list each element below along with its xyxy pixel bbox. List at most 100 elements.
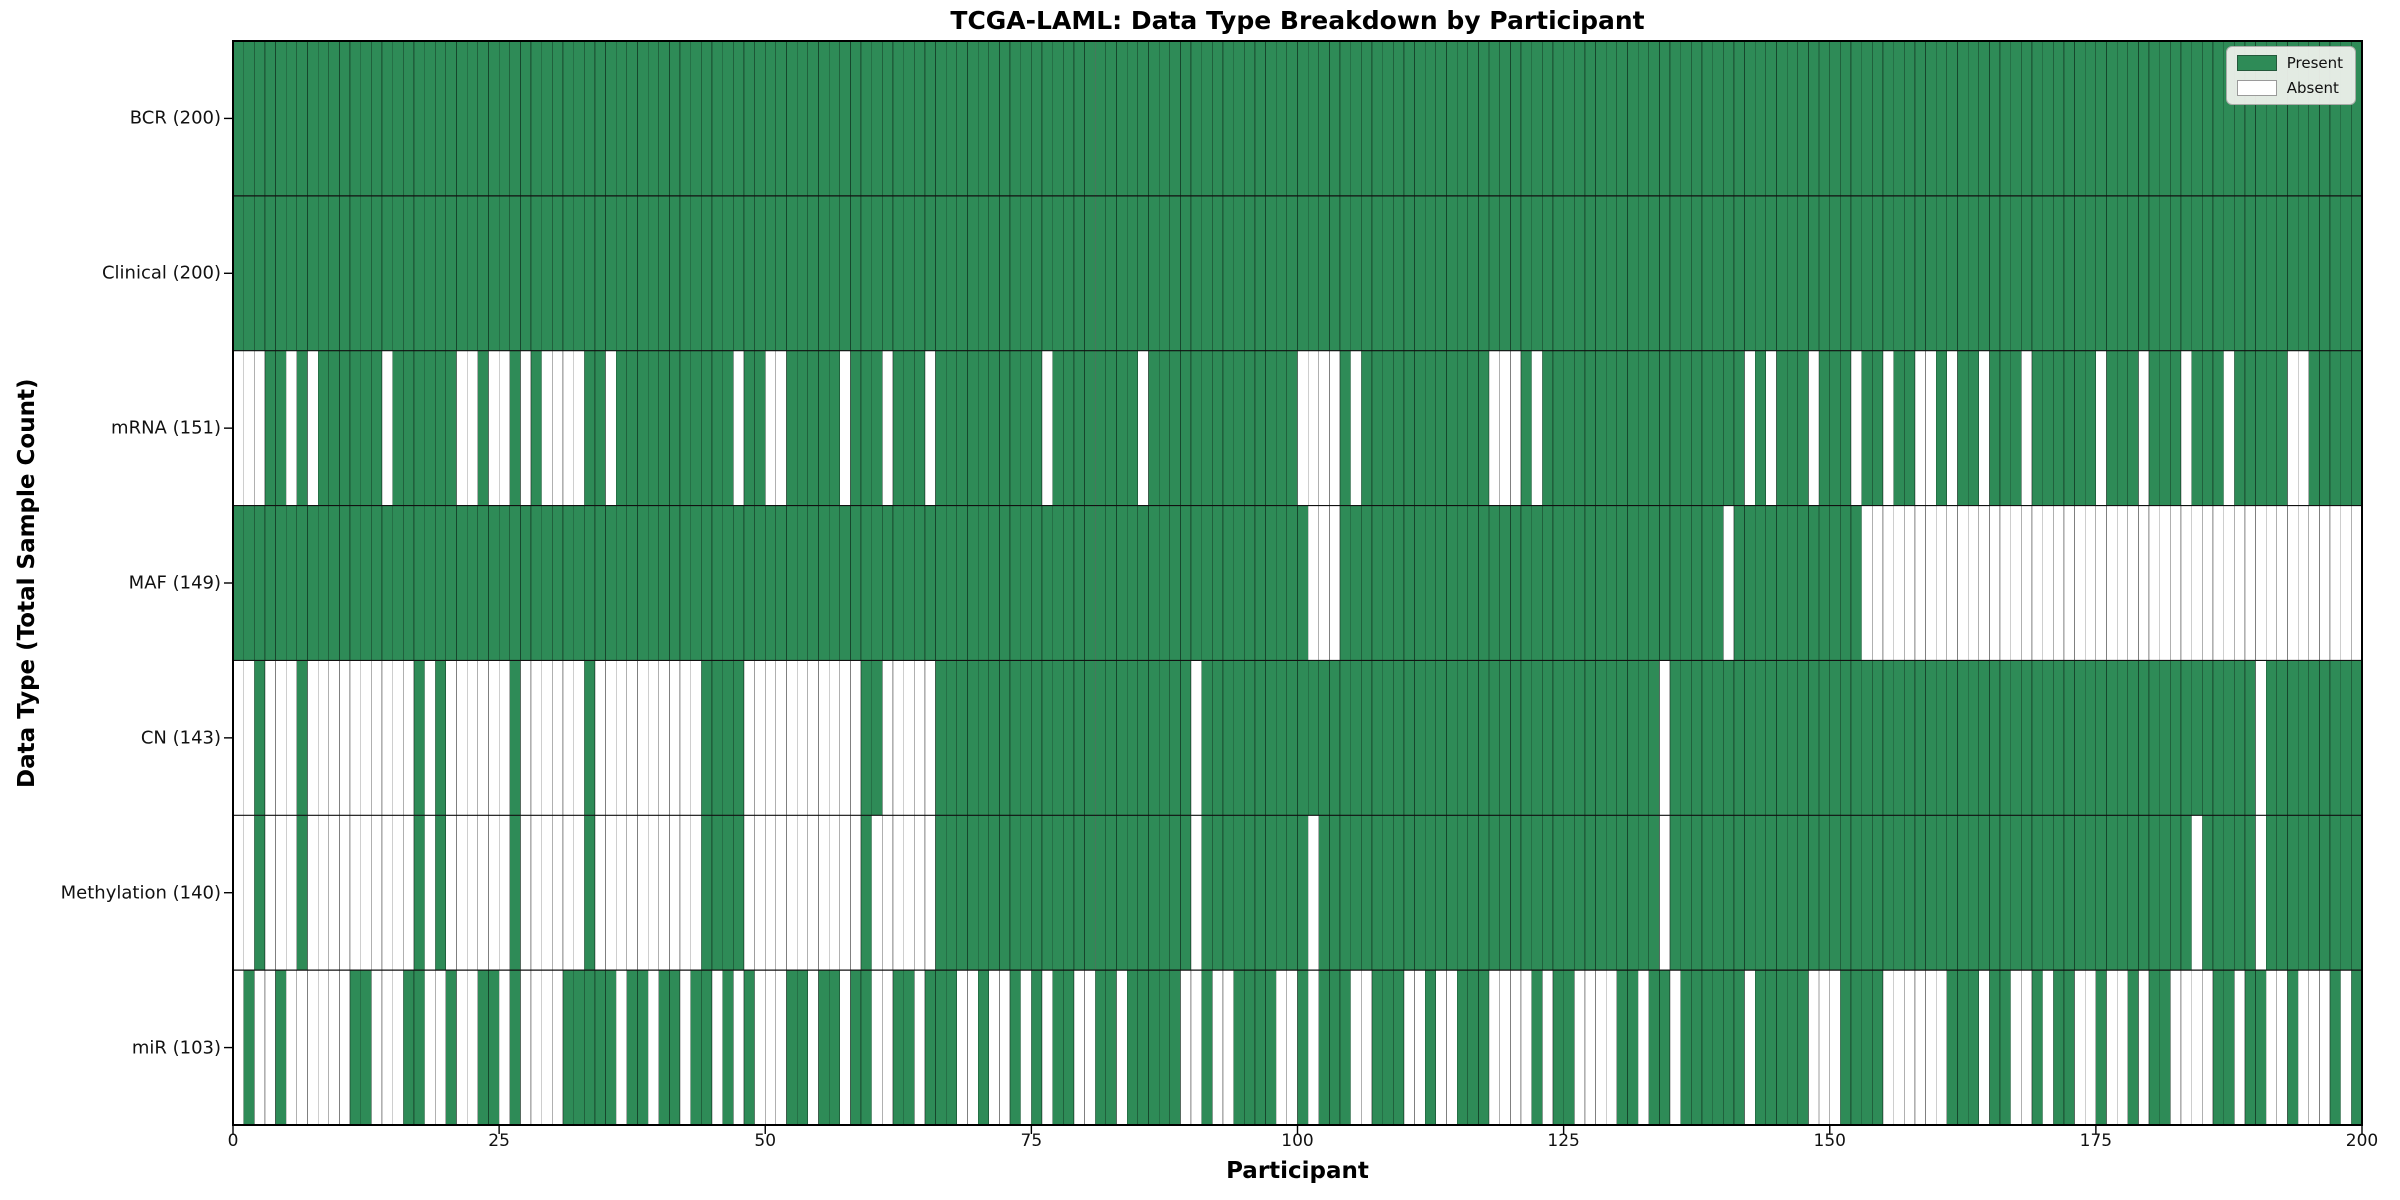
cell — [573, 969, 585, 1126]
cell — [381, 969, 394, 1126]
cell — [530, 40, 543, 197]
cell — [1339, 195, 1352, 352]
cell — [1361, 195, 1373, 352]
cell — [307, 660, 319, 816]
cell — [264, 505, 276, 661]
cell — [1424, 969, 1437, 1126]
heatmap-row-MAF — [232, 505, 2363, 661]
cell — [2010, 969, 2022, 1126]
cell — [1275, 40, 1288, 197]
cell — [1925, 505, 1937, 661]
cell — [2212, 660, 2224, 816]
cell — [1595, 350, 1607, 506]
cell — [1978, 350, 1990, 506]
cell — [2010, 350, 2022, 506]
cell — [2287, 505, 2299, 661]
cell — [1286, 195, 1298, 352]
cell — [1265, 40, 1277, 197]
cell — [839, 505, 851, 661]
cell — [1190, 660, 1203, 816]
cell — [2116, 350, 2129, 506]
cell — [2170, 40, 2182, 197]
cell — [349, 814, 362, 971]
cell — [1957, 195, 1969, 352]
cell — [658, 350, 670, 506]
x-tick-label: 75 — [1020, 1131, 1043, 1151]
cell — [1009, 505, 1022, 661]
cell — [253, 969, 266, 1126]
cell — [1062, 195, 1075, 352]
cell — [1435, 505, 1447, 661]
cell — [881, 969, 894, 1126]
cell — [2074, 350, 2086, 506]
cell — [1691, 814, 1703, 971]
cell — [2138, 195, 2150, 352]
cell — [1786, 350, 1799, 506]
cell — [1307, 969, 1320, 1126]
cell — [2148, 195, 2161, 352]
cell — [328, 660, 340, 816]
y-tick-label-mRNA: mRNA (151) — [111, 417, 221, 439]
cell — [1691, 350, 1703, 506]
cell — [615, 660, 628, 816]
cell — [1105, 660, 1117, 816]
cell — [1339, 40, 1352, 197]
cell — [1126, 40, 1139, 197]
cell — [2042, 350, 2054, 506]
cell — [1712, 660, 1724, 816]
cell — [892, 660, 904, 816]
cell — [1020, 814, 1032, 971]
cell — [764, 350, 777, 506]
cell — [615, 350, 628, 506]
cell — [1531, 814, 1543, 971]
cell — [2159, 969, 2171, 1126]
cell — [1573, 350, 1586, 506]
cell — [1392, 195, 1405, 352]
cell — [1925, 660, 1937, 816]
cell — [2106, 350, 2118, 506]
cell — [2127, 969, 2139, 1126]
cell — [445, 814, 457, 971]
cell — [892, 814, 904, 971]
cell — [1701, 40, 1714, 197]
cell — [903, 969, 915, 1126]
cell — [349, 350, 362, 506]
cell — [349, 195, 362, 352]
cell — [1935, 660, 1948, 816]
cell — [1031, 505, 1043, 661]
cell — [1903, 660, 1916, 816]
cell — [2127, 660, 2139, 816]
cell — [1648, 505, 1660, 661]
cell — [1222, 350, 1234, 506]
cell — [307, 814, 319, 971]
cell — [1403, 969, 1415, 1126]
cell — [2201, 660, 2214, 816]
cell — [1392, 40, 1405, 197]
cell — [1222, 505, 1234, 661]
chart-title: TCGA-LAML: Data Type Breakdown by Partic… — [950, 6, 1645, 35]
cell — [1786, 505, 1799, 661]
cell — [807, 660, 819, 816]
cell — [1605, 660, 1618, 816]
cell — [1957, 505, 1969, 661]
cell — [1797, 195, 1809, 352]
cell — [945, 969, 958, 1126]
cell — [1999, 505, 2012, 661]
cell — [1243, 195, 1256, 352]
cell — [2180, 505, 2193, 661]
cell — [1084, 969, 1096, 1126]
cell — [2223, 350, 2235, 506]
cell — [349, 660, 362, 816]
cell — [1776, 660, 1788, 816]
cell — [1180, 505, 1192, 661]
cell — [1914, 814, 1926, 971]
cell — [2255, 814, 2267, 971]
cell — [1563, 350, 1575, 506]
cell — [1488, 814, 1501, 971]
cell — [562, 40, 574, 197]
cell — [1765, 40, 1777, 197]
cell — [903, 40, 915, 197]
y-tick-label-MAF: MAF (149) — [128, 572, 221, 594]
cell — [1903, 505, 1916, 661]
cell — [2138, 814, 2150, 971]
